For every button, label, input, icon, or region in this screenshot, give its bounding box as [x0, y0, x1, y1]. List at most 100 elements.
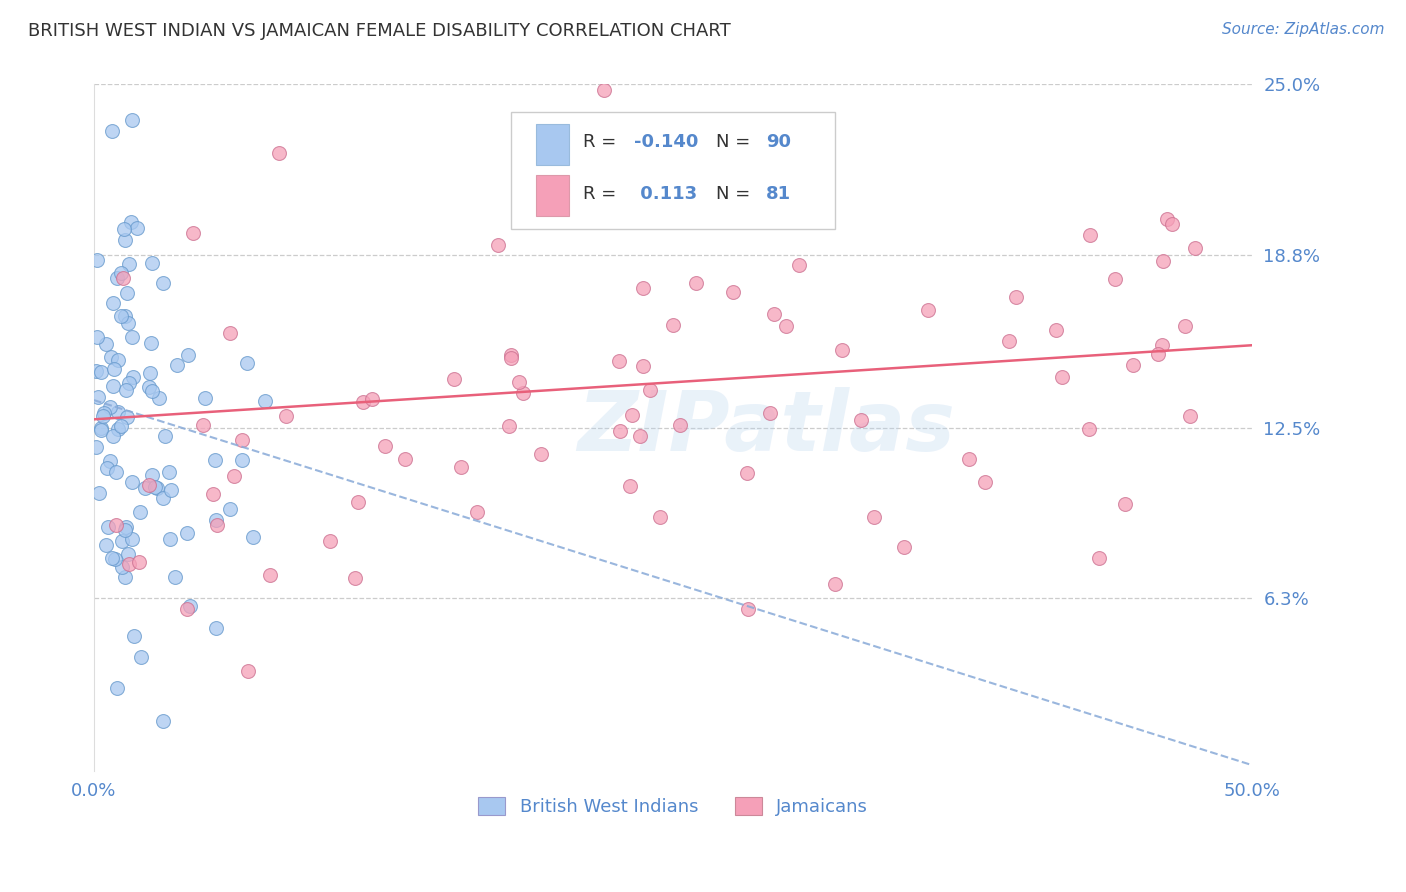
Point: [319, 533, 342, 548]
Point: [631, 281, 654, 295]
Point: [90, 365, 112, 379]
Point: [973, 475, 995, 489]
Point: [274, 409, 297, 423]
Point: [201, 487, 224, 501]
Point: [204, 453, 226, 467]
Point: [98, 454, 121, 468]
Point: [115, 285, 138, 300]
Point: [179, 599, 201, 613]
Point: [101, 429, 124, 443]
Point: [631, 359, 654, 373]
Point: [1122, 358, 1144, 372]
Point: [685, 276, 707, 290]
Text: -0.140: -0.140: [634, 133, 699, 151]
Point: [117, 547, 139, 561]
Point: [486, 238, 509, 252]
Point: [374, 439, 396, 453]
Point: [1078, 422, 1101, 436]
Point: [107, 405, 129, 419]
Point: [122, 370, 145, 384]
Point: [1005, 290, 1028, 304]
Point: [118, 257, 141, 271]
Point: [176, 602, 198, 616]
Point: [824, 577, 846, 591]
Point: [499, 348, 522, 362]
Point: [235, 356, 257, 370]
Point: [110, 309, 132, 323]
Point: [219, 502, 242, 516]
Point: [120, 215, 142, 229]
Text: 90: 90: [766, 133, 790, 151]
Point: [146, 481, 169, 495]
Point: [177, 348, 200, 362]
Point: [105, 681, 128, 696]
Point: [1078, 228, 1101, 243]
Point: [269, 146, 291, 161]
Point: [141, 467, 163, 482]
Point: [224, 469, 246, 483]
Point: [917, 302, 939, 317]
FancyBboxPatch shape: [510, 112, 835, 228]
Point: [105, 271, 128, 285]
Point: [609, 424, 631, 438]
Point: [176, 526, 198, 541]
Point: [101, 296, 124, 310]
Point: [101, 550, 124, 565]
Point: [84, 364, 107, 378]
Point: [118, 376, 141, 390]
Point: [1161, 217, 1184, 231]
Point: [166, 359, 188, 373]
Point: [141, 256, 163, 270]
Point: [628, 428, 651, 442]
Point: [159, 532, 181, 546]
Point: [508, 375, 530, 389]
Point: [128, 554, 150, 568]
Point: [512, 386, 534, 401]
Point: [1114, 497, 1136, 511]
Text: N =: N =: [716, 133, 756, 151]
Point: [194, 391, 217, 405]
Point: [138, 477, 160, 491]
Point: [104, 551, 127, 566]
Point: [157, 465, 180, 479]
Point: [93, 406, 115, 420]
Point: [117, 316, 139, 330]
Point: [153, 429, 176, 443]
Point: [193, 418, 215, 433]
Point: [759, 407, 782, 421]
Point: [735, 466, 758, 480]
Point: [394, 452, 416, 467]
Point: [621, 409, 644, 423]
Point: [114, 523, 136, 537]
Point: [721, 285, 744, 300]
Point: [343, 571, 366, 585]
Point: [236, 664, 259, 678]
Point: [87, 390, 110, 404]
Point: [1178, 409, 1201, 424]
Point: [997, 334, 1019, 348]
Text: N =: N =: [716, 185, 756, 202]
FancyBboxPatch shape: [537, 124, 569, 165]
Point: [128, 505, 150, 519]
Point: [111, 271, 134, 285]
Point: [1045, 323, 1067, 337]
Point: [787, 258, 810, 272]
Point: [84, 440, 107, 454]
Point: [775, 319, 797, 334]
Point: [737, 602, 759, 616]
Point: [90, 423, 112, 437]
Point: [112, 222, 135, 236]
Point: [159, 483, 181, 498]
Point: [165, 570, 187, 584]
Point: [127, 220, 149, 235]
Point: [121, 475, 143, 490]
Point: [141, 335, 163, 350]
Point: [259, 568, 281, 582]
Point: [91, 409, 114, 423]
Point: [498, 418, 520, 433]
Point: [762, 307, 785, 321]
Point: [105, 466, 128, 480]
Point: [114, 233, 136, 247]
Point: [148, 392, 170, 406]
Point: [219, 326, 242, 341]
